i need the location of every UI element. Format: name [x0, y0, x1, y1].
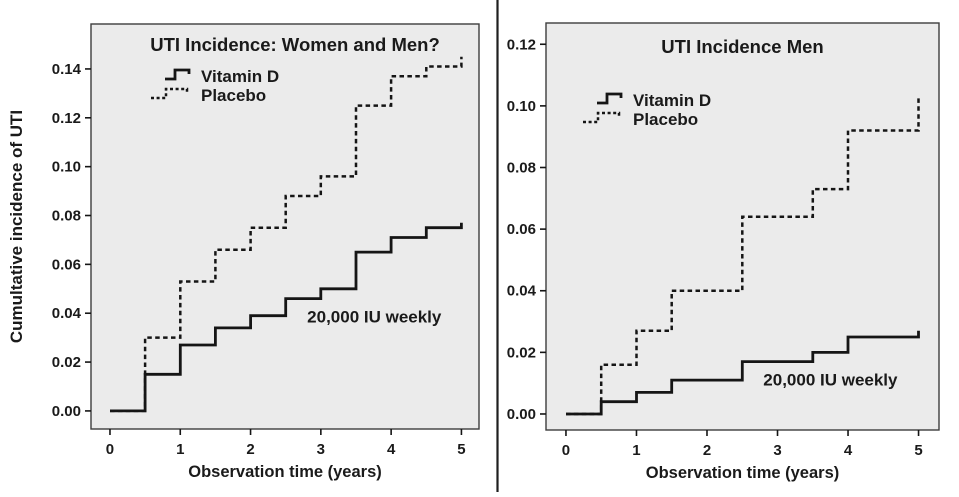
series-vitamin-d-line — [566, 330, 920, 416]
x-tick-label: 2 — [246, 441, 254, 458]
chart-title: UTI Incidence Men — [661, 36, 823, 57]
chart-women-and-men: 0.00 0.02 0.04 0.06 0.08 0.10 0.12 0.14 0 1 2 3 4 5 UT… — [7, 23, 480, 481]
x-axis-label: Observation time (years) — [646, 464, 840, 482]
y-tick-label: 0.04 — [507, 283, 537, 300]
x-tick-label: 2 — [703, 442, 711, 459]
y-tick-label: 0.06 — [52, 256, 81, 273]
y-tick-label: 0.10 — [52, 159, 81, 176]
legend-entry-vitamin-d: Vitamin D — [165, 67, 279, 86]
legend-entry-vitamin-d: Vitamin D — [597, 91, 711, 110]
legend-entry-placebo: Placebo — [151, 86, 266, 105]
legend-entry-placebo: Placebo — [583, 110, 698, 129]
y-tick-label: 0.10 — [507, 98, 536, 115]
x-tick-label: 4 — [387, 441, 396, 458]
y-tick-label: 0.02 — [52, 354, 81, 371]
legend-label: Vitamin D — [201, 67, 279, 86]
series-vitamin-d-line — [110, 222, 463, 413]
x-tick-label: 3 — [317, 441, 325, 458]
y-tick-label: 0.08 — [52, 208, 81, 225]
y-tick-label: 0.08 — [507, 159, 536, 176]
x-tick-label: 0 — [562, 442, 570, 459]
series-placebo-line — [110, 56, 463, 413]
y-tick-label: 0.00 — [507, 406, 536, 423]
legend-label: Placebo — [201, 86, 266, 105]
y-tick-label: 0.04 — [52, 305, 82, 322]
chart-men: 0.00 0.02 0.04 0.06 0.08 0.10 0.12 0 1 2 3 4 5 UTI In… — [507, 22, 940, 482]
legend-label: Placebo — [633, 110, 698, 129]
y-tick-label: 0.06 — [507, 221, 536, 238]
y-tick-label: 0.12 — [52, 110, 81, 127]
dose-annotation: 20,000 IU weekly — [763, 371, 898, 390]
legend-label: Vitamin D — [633, 91, 711, 110]
legend-swatch-solid-line-icon — [597, 92, 623, 105]
x-tick-label: 0 — [106, 441, 114, 458]
legend-swatch-solid-line-icon — [165, 68, 191, 81]
x-tick-label: 1 — [176, 441, 184, 458]
x-tick-label: 5 — [914, 442, 922, 459]
y-tick-label: 0.02 — [507, 344, 536, 361]
x-tick-label: 4 — [844, 442, 853, 459]
y-tick-label: 0.00 — [52, 403, 81, 420]
y-tick-label: 0.12 — [507, 36, 536, 53]
series-placebo-line — [566, 96, 920, 416]
legend-swatch-dashed-line-icon — [151, 87, 189, 100]
y-tick-label: 0.14 — [52, 61, 82, 78]
dose-annotation: 20,000 IU weekly — [307, 307, 442, 326]
x-tick-label: 3 — [773, 442, 781, 459]
x-axis-label: Observation time (years) — [188, 463, 382, 481]
chart-title: UTI Incidence: Women and Men? — [150, 34, 440, 55]
legend-swatch-dashed-line-icon — [583, 111, 621, 124]
x-tick-label: 5 — [457, 441, 465, 458]
y-axis-label: Cumultative incidence of UTI — [7, 110, 26, 343]
x-tick-label: 1 — [632, 442, 640, 459]
